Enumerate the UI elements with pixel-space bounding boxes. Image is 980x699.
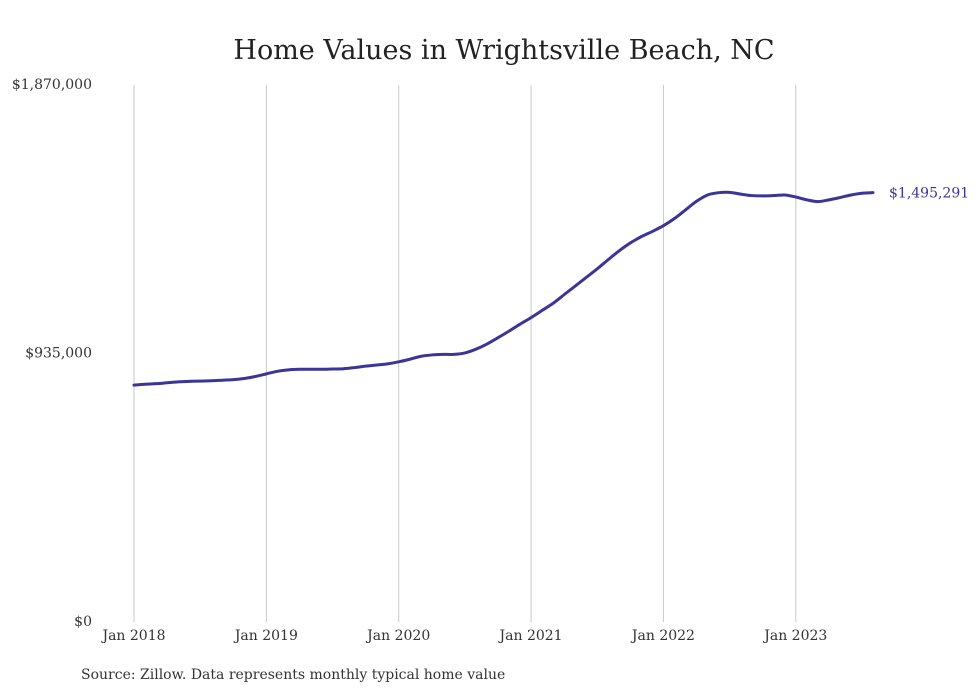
chart-title: Home Values in Wrightsville Beach, NC [233, 35, 774, 66]
y-axis: $0 $935,000 $1,870,000 [12, 77, 92, 630]
x-tick-label: Jan 2018 [100, 628, 165, 644]
y-tick-label: $1,870,000 [12, 77, 92, 93]
y-tick-label: $0 [74, 614, 92, 630]
x-tick-label: Jan 2021 [498, 628, 563, 644]
series-group [132, 190, 875, 387]
source-note: Source: Zillow. Data represents monthly … [81, 667, 506, 683]
x-tick-label: Jan 2022 [630, 628, 695, 644]
end-value-label: $1,495,291 [889, 186, 969, 202]
series-line [132, 190, 875, 387]
x-tick-label: Jan 2020 [365, 628, 430, 644]
x-tick-label: Jan 2023 [762, 628, 827, 644]
x-axis: Jan 2018 Jan 2019 Jan 2020 Jan 2021 Jan 2022… [100, 628, 827, 644]
x-tick-label: Jan 2019 [233, 628, 298, 644]
y-tick-label: $935,000 [25, 346, 92, 362]
gridlines [133, 85, 797, 622]
